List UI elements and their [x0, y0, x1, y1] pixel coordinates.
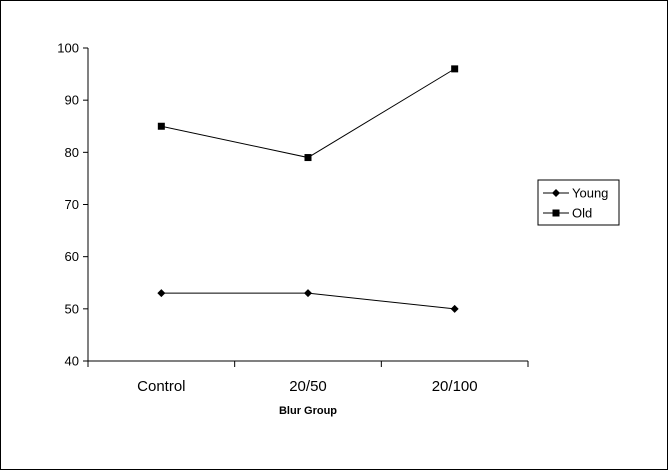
y-tick-label: 90	[65, 93, 79, 108]
x-category-label: Control	[137, 378, 185, 395]
x-axis-title: Blur Group	[279, 405, 337, 417]
series-markers	[157, 65, 459, 313]
y-tick-label: 80	[65, 145, 79, 160]
data-point-young	[450, 304, 459, 313]
series-lines	[161, 68, 455, 310]
series-line-old	[161, 68, 455, 159]
legend-marker-old	[552, 209, 560, 217]
y-axis-ticks: 40 50 60 70 80 90 100	[57, 41, 88, 369]
x-category-label: 20/100	[432, 378, 478, 395]
legend-label-old: Old	[572, 206, 592, 221]
y-tick-label: 100	[57, 41, 79, 56]
y-tick-label: 40	[65, 354, 79, 369]
y-tick-label: 70	[65, 197, 79, 212]
legend-box	[537, 179, 620, 226]
legend-label-young: Young	[572, 186, 608, 201]
x-category-label: 20/50	[289, 378, 327, 395]
y-tick-label: 50	[65, 301, 79, 316]
data-point-old	[451, 65, 459, 73]
x-axis-ticks: Control 20/50 20/100	[87, 361, 529, 395]
data-point-old	[304, 154, 312, 162]
legend-marker-young	[552, 189, 560, 197]
axes	[87, 48, 528, 362]
data-point-old	[157, 122, 165, 130]
legend: Young Old	[537, 179, 620, 226]
data-point-young	[157, 289, 166, 298]
y-tick-label: 60	[65, 249, 79, 264]
data-point-young	[304, 289, 312, 298]
